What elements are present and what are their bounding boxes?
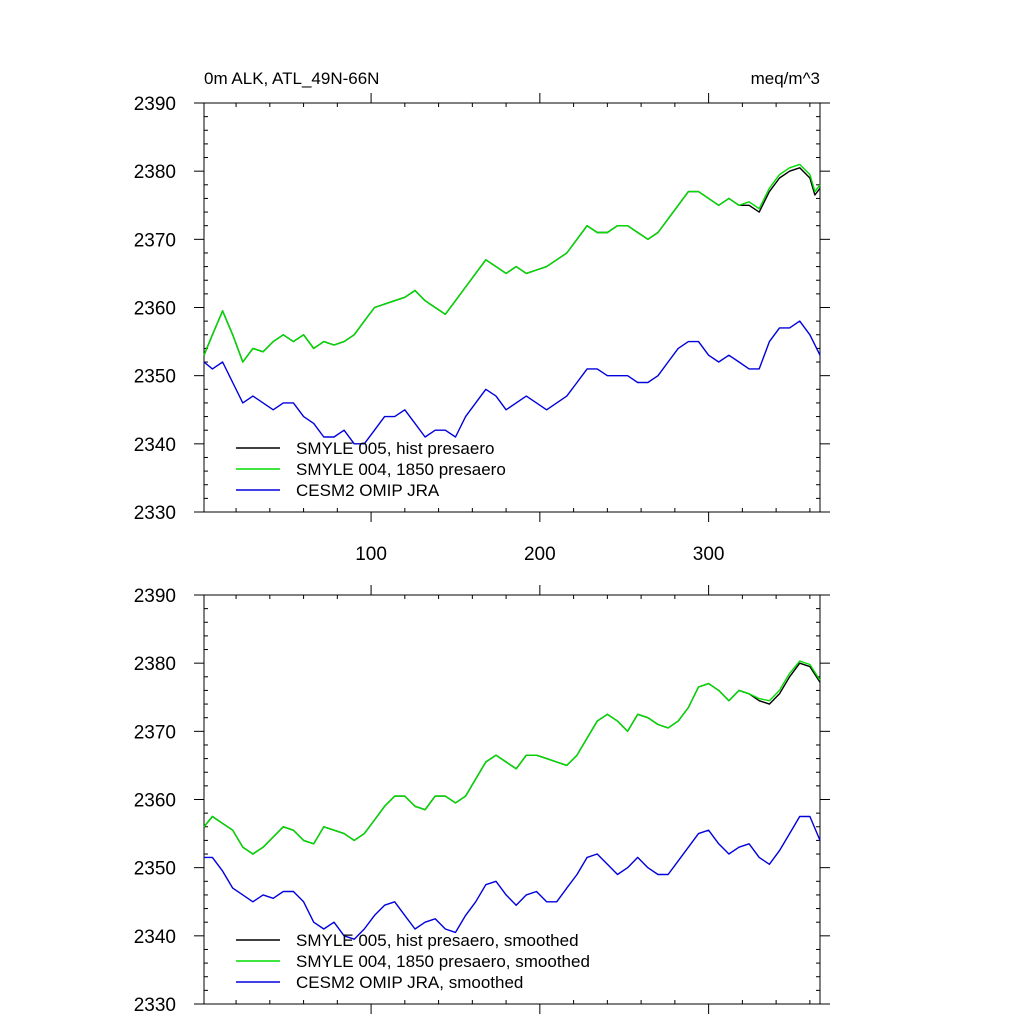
y-tick-label: 2330 <box>134 503 176 524</box>
series-line-1 <box>203 167 821 363</box>
legend-label-3: CESM2 OMIP JRA, smoothed <box>296 973 523 992</box>
bottom-panel: 2330 2340 2350 2360 2370 2380 2390 SMYLE 005, h… <box>134 585 830 1016</box>
y-tick-label: 2390 <box>134 94 176 115</box>
legend-label-2: SMYLE 004, 1850 presaero, smoothed <box>296 952 590 971</box>
y-tick-label: 2350 <box>134 367 176 388</box>
y-tick-label: 2360 <box>134 791 176 812</box>
y-tick-label: 2340 <box>134 435 176 456</box>
y-tick-label: 2350 <box>134 859 176 880</box>
x-tick-label: 200 <box>524 544 556 565</box>
legend-label-1: SMYLE 005, hist presaero, smoothed <box>296 931 579 950</box>
y-tick-label: 2360 <box>134 299 176 320</box>
top-panel: 0m ALK, ATL_49N-66N meq/m^3 2330 2340 2350… <box>134 69 830 565</box>
y-tick-label: 2380 <box>134 654 176 675</box>
series-line-3 <box>203 320 821 445</box>
x-tick-label: 100 <box>355 544 387 565</box>
y-tick-label: 2370 <box>134 230 176 251</box>
legend-label-3: CESM2 OMIP JRA <box>296 481 440 500</box>
legend-label-1: SMYLE 005, hist presaero <box>296 439 494 458</box>
y-tick-label: 2390 <box>134 586 176 607</box>
y-tick-label: 2380 <box>134 162 176 183</box>
y-tick-label: 2330 <box>134 995 176 1016</box>
panel-title: 0m ALK, ATL_49N-66N <box>204 69 379 88</box>
x-tick-label: 300 <box>693 544 725 565</box>
units-label: meq/m^3 <box>751 69 820 88</box>
series-line-3 <box>204 815 821 940</box>
series-line-1 <box>203 662 821 855</box>
y-tick-label: 2340 <box>134 927 176 948</box>
series-line-2 <box>203 163 821 363</box>
y-tick-label: 2370 <box>134 722 176 743</box>
legend-label-2: SMYLE 004, 1850 presaero <box>296 460 506 479</box>
series-line-2 <box>203 660 821 855</box>
